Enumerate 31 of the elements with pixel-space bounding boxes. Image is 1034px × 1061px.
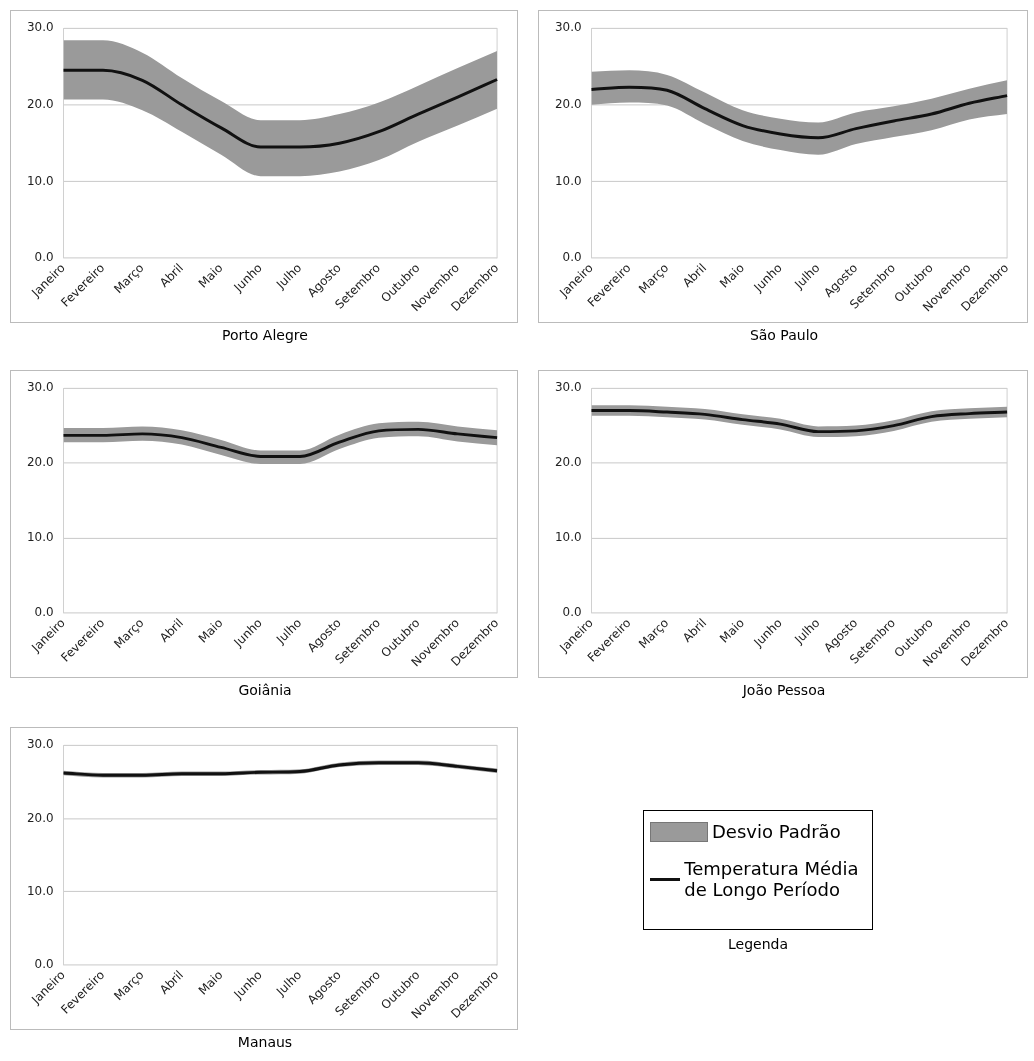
text: Porto Alegre	[221, 327, 309, 343]
y-tick-label: 20.0	[26, 810, 54, 825]
y-tick-label: 30.0	[26, 380, 54, 395]
y-tick-label: 0.0	[562, 605, 582, 620]
y-tick-label: 30.0	[26, 20, 54, 35]
y-tick-label: 0.0	[34, 957, 54, 972]
y-tick-label: 10.0	[554, 530, 582, 545]
y-tick-label: 20.0	[554, 455, 582, 470]
line-series	[62, 427, 499, 458]
y-tick-label: 10.0	[26, 173, 54, 188]
y-tick-label: 30.0	[26, 737, 54, 752]
y-tick-label: 0.0	[34, 250, 54, 265]
line-series	[62, 68, 499, 149]
text: João Pessoa	[741, 682, 827, 698]
y-tick-label: 20.0	[26, 96, 54, 111]
y-tick-label: 20.0	[554, 96, 582, 111]
y-tick-label: 10.0	[554, 173, 582, 188]
line-series	[590, 85, 1009, 140]
y-tick-label: 0.0	[34, 605, 54, 620]
y-tick-label: 20.0	[26, 455, 54, 470]
text: Goiânia	[237, 682, 293, 698]
text: Manaus	[236, 1034, 294, 1050]
text: Temperatura Média de Longo Período	[684, 858, 860, 900]
y-tick-label: 30.0	[554, 380, 582, 395]
text: São Paulo	[748, 327, 820, 343]
y-tick-label: 10.0	[26, 884, 54, 899]
y-tick-label: 10.0	[26, 530, 54, 545]
y-tick-label: 0.0	[562, 250, 582, 265]
text: Legenda	[727, 936, 789, 952]
text: Desvio Padrão	[712, 821, 841, 842]
y-tick-label: 30.0	[554, 20, 582, 35]
